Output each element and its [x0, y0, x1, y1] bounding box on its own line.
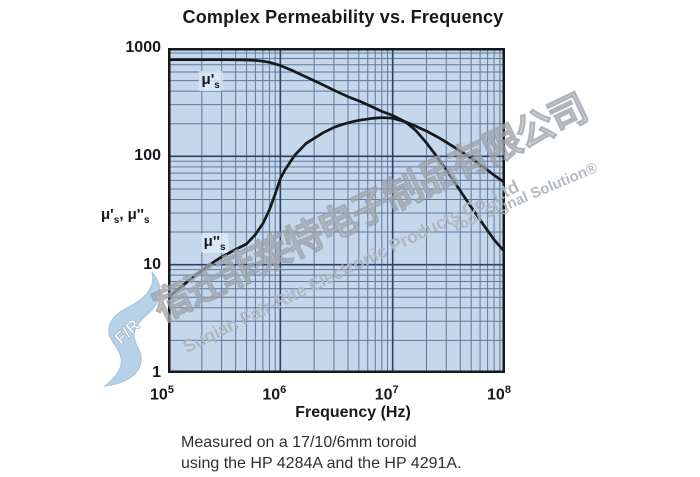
curve-label-subscript: s — [219, 241, 226, 253]
chart-title: Complex Permeability vs. Frequency — [182, 7, 504, 27]
chart-canvas — [168, 48, 505, 373]
x-tick-exponent: 5 — [167, 384, 174, 396]
curve-label-mu-prime: μ's — [198, 70, 223, 91]
y-tick-label-1: 1 — [152, 364, 161, 381]
y-title-part: μ' — [101, 206, 114, 223]
measurement-caption: Measured on a 17/10/6mm toroid using the… — [181, 432, 462, 474]
grid-minor-lines — [168, 48, 505, 373]
grid-major-lines — [168, 48, 505, 373]
x-tick-base: 10 — [262, 386, 281, 404]
y-title-part: μ'' — [127, 206, 144, 223]
x-tick-exponent: 8 — [504, 384, 511, 396]
x-tick-label-10e5: 105 — [130, 384, 194, 404]
curve-label-text: μ' — [201, 70, 215, 88]
fair-rite-logo-watermark: F/R — [103, 271, 161, 387]
y-title-subscript: s — [143, 215, 150, 226]
x-tick-base: 10 — [487, 386, 505, 404]
curve-label-mu-double-prime: μ''s — [200, 232, 229, 253]
plot-area — [168, 48, 505, 373]
y-title-subscript: s — [113, 215, 120, 226]
curve-label-subscript: s — [214, 79, 220, 91]
caption-line-2: using the HP 4284A and the HP 4291A. — [181, 455, 462, 472]
logo-flame-shape — [103, 271, 161, 387]
x-tick-base: 10 — [374, 386, 393, 404]
caption-line-1: Measured on a 17/10/6mm toroid — [181, 434, 417, 451]
x-tick-exponent: 6 — [280, 384, 287, 396]
y-title-part: , — [119, 206, 128, 223]
x-tick-label-10e7: 107 — [355, 384, 419, 404]
x-tick-label-10e6: 106 — [242, 384, 306, 404]
y-tick-label-100: 100 — [134, 147, 161, 165]
curve-mu-double-prime — [168, 116, 505, 299]
plot-border — [168, 48, 505, 373]
curve-label-text: μ'' — [203, 232, 220, 250]
y-axis-title: μ's, μ''s — [101, 206, 167, 226]
y-tick-label-1000: 1000 — [125, 39, 161, 56]
x-tick-label-10e8: 108 — [467, 384, 531, 404]
x-tick-exponent: 7 — [392, 384, 399, 396]
y-tick-label-10: 10 — [143, 255, 161, 273]
x-tick-base: 10 — [150, 386, 168, 404]
curve-mu-prime — [168, 58, 505, 254]
x-axis-title: Frequency (Hz) — [295, 404, 411, 421]
